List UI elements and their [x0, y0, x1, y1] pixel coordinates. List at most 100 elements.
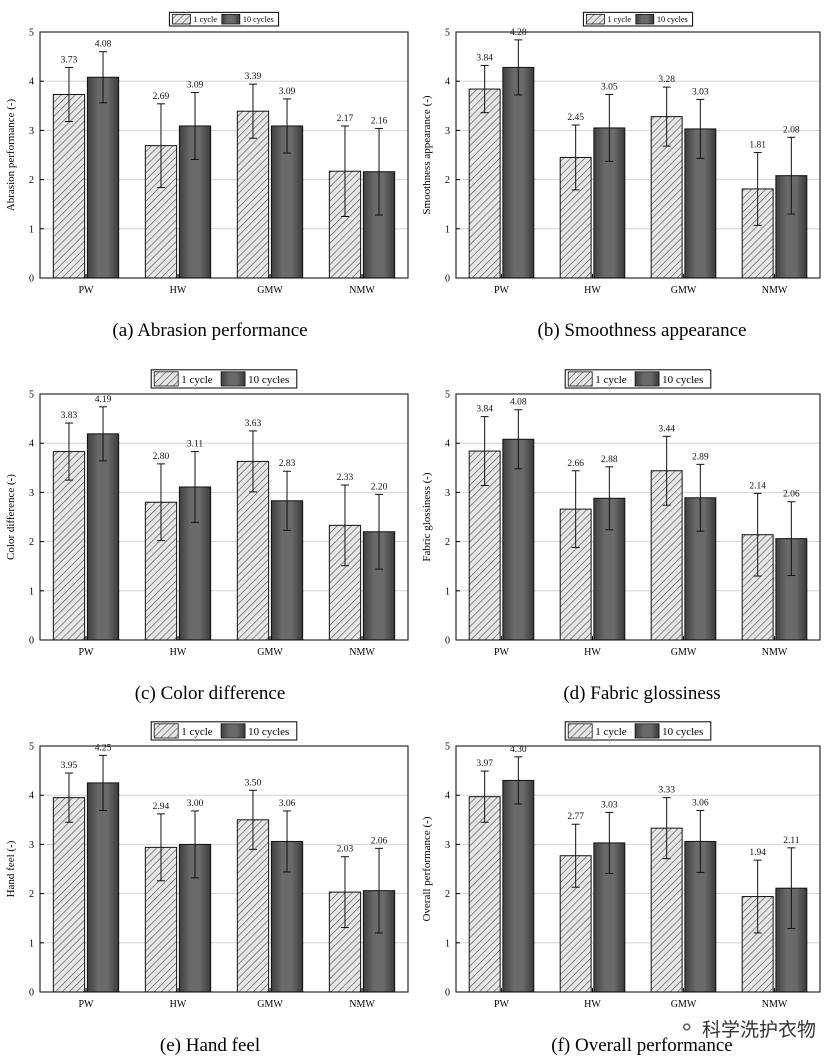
- y-tick-label: 5: [445, 28, 450, 39]
- value-label: 1.81: [749, 141, 766, 151]
- bar-b-PW-one-cycle: [468, 88, 501, 279]
- plot-frame: [455, 745, 821, 993]
- panel-caption: (f) Overall performance: [551, 1035, 732, 1056]
- legend-label-one-cycle: 1 cycle: [595, 374, 627, 386]
- chart-panel-b: 3.84 2.45 3.28 1.81 4.28 3.05 3.03 2.08 0 1 2 3 4 5 PW…: [421, 11, 821, 341]
- y-axis-label: Abrasion performance (-): [5, 98, 17, 211]
- y-tick-label: 2: [29, 537, 34, 548]
- panel-caption: (c) Color difference: [135, 683, 286, 704]
- y-axis-label: Overall performance (-): [421, 816, 433, 921]
- panel-caption: (e) Hand feel: [160, 1035, 260, 1056]
- legend-swatch-ten-cycles: [635, 13, 655, 25]
- y-tick-label: 1: [445, 938, 450, 949]
- y-tick-label: 3: [445, 126, 450, 137]
- y-tick-label: 3: [29, 126, 34, 137]
- y-tick-label: 2: [445, 175, 450, 186]
- legend-swatch-one-cycle: [586, 13, 605, 25]
- y-tick-label: 4: [445, 791, 450, 802]
- legend: 1 cycle 10 cycles: [582, 11, 694, 27]
- y-tick-label: 0: [29, 274, 34, 285]
- value-label: 3.50: [245, 778, 262, 788]
- y-tick-label: 5: [445, 742, 450, 753]
- value-label: 3.44: [658, 424, 675, 434]
- x-tick-label: NMW: [349, 999, 375, 1010]
- value-label: 4.28: [510, 28, 527, 38]
- y-axis-label: Color difference (-): [5, 474, 17, 560]
- value-label: 2.20: [371, 482, 388, 492]
- legend-label-ten-cycles: 10 cycles: [662, 726, 703, 738]
- y-tick-label: 3: [29, 488, 34, 499]
- bar-f-PW-ten-cycles: [502, 779, 535, 993]
- y-tick-label: 3: [445, 488, 450, 499]
- y-tick-label: 4: [29, 439, 34, 450]
- legend: 1 cycle 10 cycles: [150, 369, 298, 389]
- chart-panel-a: 3.73 2.69 3.39 2.17 4.08 3.09 3.09 2.16 0 1 2 3 4 5 PW…: [5, 11, 409, 341]
- value-label: 2.33: [337, 473, 354, 483]
- x-tick-label: PW: [79, 647, 95, 658]
- wechat-bubble-icon: ⚬: [677, 1016, 696, 1041]
- value-label: 3.97: [476, 759, 493, 769]
- legend: 1 cycle 10 cycles: [168, 11, 280, 27]
- watermark: ⚬ 科学洗护衣物: [678, 1015, 816, 1042]
- bar-e-PW-one-cycle: [52, 797, 86, 993]
- legend: 1 cycle 10 cycles: [150, 721, 298, 741]
- y-axis-label: Smoothness appearance (-): [421, 95, 433, 214]
- x-tick-label: GMW: [671, 647, 697, 658]
- y-tick-label: 3: [445, 840, 450, 851]
- value-label: 4.08: [95, 40, 112, 50]
- y-axis-label: Fabric glossiness (-): [421, 472, 433, 562]
- value-label: 2.03: [337, 845, 354, 855]
- bar-f-PW-one-cycle: [468, 796, 501, 993]
- legend-swatch-one-cycle: [153, 371, 179, 387]
- legend-swatch-ten-cycles: [220, 371, 246, 387]
- chart-panel-c: 3.83 2.80 3.63 2.33 4.19 3.11 2.83 2.20 0 1 2 3 4 5 PW…: [5, 369, 409, 704]
- x-tick-label: NMW: [349, 647, 375, 658]
- legend-swatch-ten-cycles: [634, 371, 660, 387]
- y-tick-label: 1: [445, 224, 450, 235]
- value-label: 4.08: [510, 398, 527, 408]
- value-label: 3.00: [187, 799, 204, 809]
- value-label: 3.28: [658, 75, 675, 85]
- value-label: 3.84: [476, 405, 493, 415]
- value-label: 2.77: [567, 812, 584, 822]
- x-tick-label: PW: [79, 285, 95, 296]
- x-tick-label: NMW: [762, 285, 788, 296]
- x-tick-label: GMW: [671, 999, 697, 1010]
- y-tick-label: 1: [445, 586, 450, 597]
- y-tick-label: 0: [445, 988, 450, 999]
- x-tick-label: GMW: [257, 285, 283, 296]
- value-label: 2.17: [337, 114, 354, 124]
- x-tick-label: HW: [170, 285, 187, 296]
- legend-label-one-cycle: 1 cycle: [607, 15, 631, 24]
- y-tick-label: 4: [445, 77, 450, 88]
- x-tick-label: HW: [170, 647, 187, 658]
- legend-label-ten-cycles: 10 cycles: [248, 726, 289, 738]
- y-tick-label: 1: [29, 586, 34, 597]
- legend-label-ten-cycles: 10 cycles: [243, 15, 274, 24]
- chart-panel-e: 3.95 2.94 3.50 2.03 4.25 3.00 3.06 2.06 0 1 2 3 4 5 PW…: [5, 721, 409, 1056]
- y-tick-label: 4: [29, 791, 34, 802]
- bar-b-PW-ten-cycles: [502, 66, 535, 279]
- legend-swatch-ten-cycles: [220, 723, 246, 739]
- legend-label-ten-cycles: 10 cycles: [657, 15, 688, 24]
- bar-c-PW-one-cycle: [52, 451, 86, 641]
- plot-frame: [39, 393, 409, 641]
- y-tick-label: 2: [445, 537, 450, 548]
- plot-frame: [455, 31, 821, 279]
- value-label: 2.94: [153, 802, 170, 812]
- bar-e-PW-ten-cycles: [86, 782, 120, 993]
- legend-label-one-cycle: 1 cycle: [595, 726, 627, 738]
- chart-panel-f: 3.97 2.77 3.33 1.94 4.30 3.03 3.06 2.11 0 1 2 3 4 5 PW…: [421, 721, 821, 1056]
- y-tick-label: 0: [445, 274, 450, 285]
- value-label: 2.80: [153, 452, 170, 462]
- y-tick-label: 0: [445, 636, 450, 647]
- legend-label-one-cycle: 1 cycle: [193, 15, 217, 24]
- value-label: 3.09: [187, 81, 204, 91]
- value-label: 3.95: [61, 761, 78, 771]
- value-label: 2.11: [783, 836, 800, 846]
- value-label: 3.09: [279, 87, 296, 97]
- bar-c-PW-ten-cycles: [86, 433, 120, 641]
- watermark-text: 科学洗护衣物: [701, 1019, 816, 1041]
- plot-frame: [39, 31, 409, 279]
- value-label: 2.83: [279, 459, 296, 469]
